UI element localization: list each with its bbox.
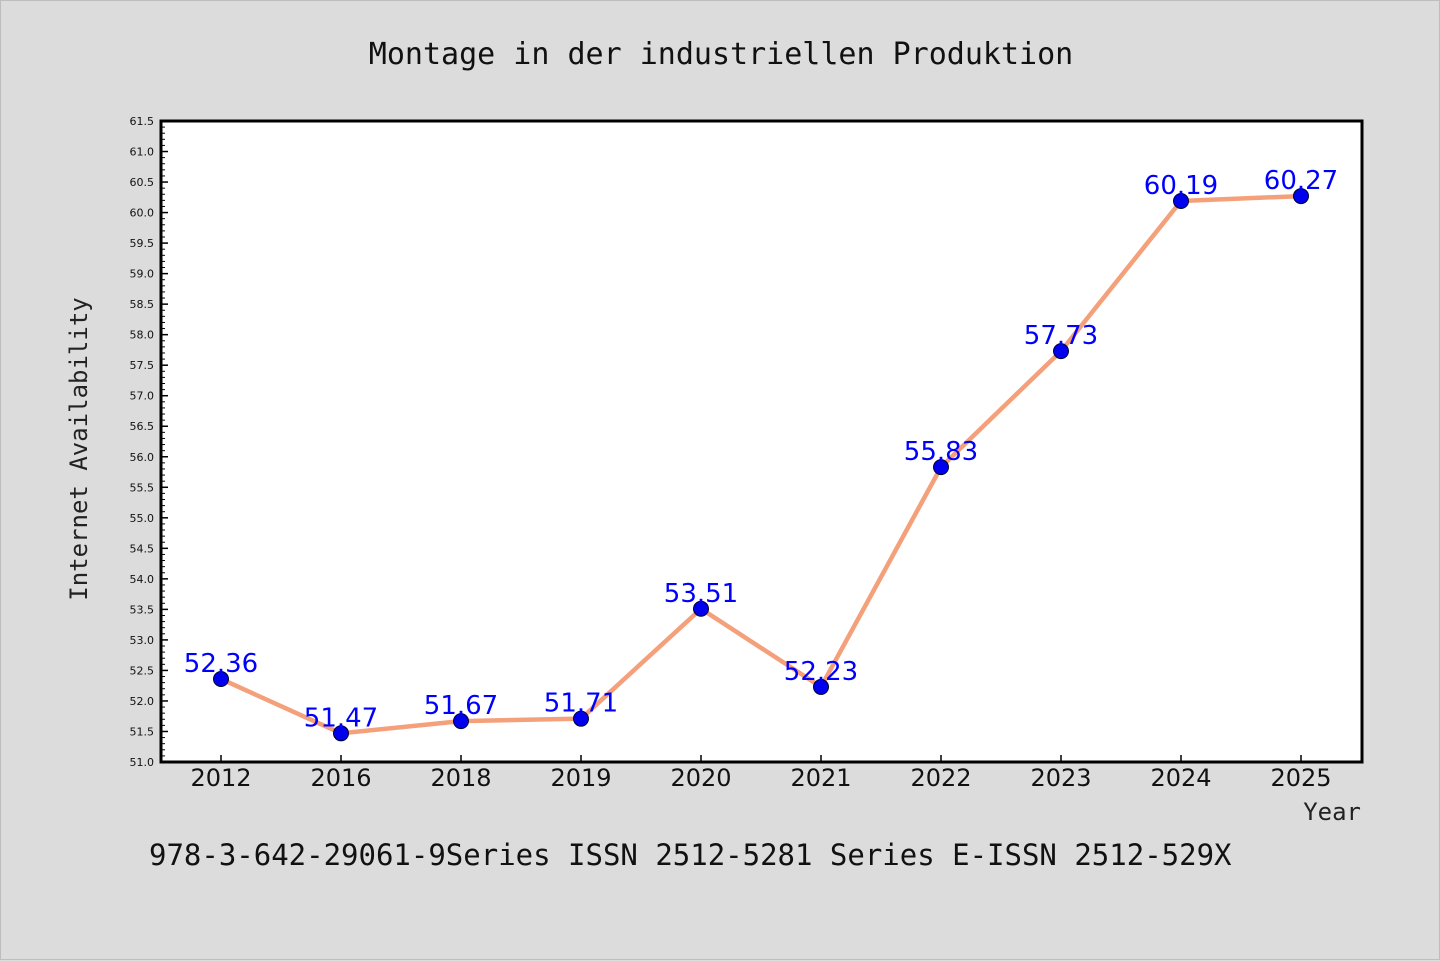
isbn-footer: 978-3-642-29061-9Series ISSN 2512-5281 S… — [149, 838, 1232, 872]
data-point-marker — [573, 710, 589, 727]
x-tick-label: 2012 — [190, 764, 251, 792]
y-tick-label: 53.0 — [130, 634, 155, 647]
y-tick-label: 61.5 — [130, 115, 155, 128]
y-tick-label: 51.0 — [130, 756, 155, 769]
x-axis-label: Year — [1303, 798, 1361, 826]
data-label: 55.83 — [904, 437, 978, 467]
x-tick-label: 2020 — [670, 764, 731, 792]
y-tick-label: 57.0 — [130, 390, 155, 403]
y-tick-label: 55.5 — [130, 481, 155, 494]
y-tick-label: 56.5 — [130, 420, 155, 433]
data-point-marker — [1053, 343, 1069, 360]
x-tick-label: 2025 — [1270, 764, 1331, 792]
data-label: 51.47 — [304, 703, 378, 733]
y-tick-label: 51.5 — [130, 725, 155, 738]
y-tick-label: 54.0 — [130, 573, 155, 586]
y-tick-label: 54.5 — [130, 542, 155, 555]
x-axis: 2012 2016 2018 2019 2020 2021 2022 2023 2024 2025 — [190, 755, 1332, 792]
x-tick-label: 2021 — [790, 764, 851, 792]
data-label: 53.51 — [664, 579, 738, 609]
y-tick-label: 59.0 — [130, 268, 155, 281]
x-tick-label: 2024 — [1150, 764, 1211, 792]
y-axis: 51.0 51.5 52.0 52.5 53.0 53.5 54.0 54.5 55.0 55.5… — [130, 115, 168, 769]
y-tick-label: 60.0 — [130, 207, 155, 220]
y-tick-label: 59.5 — [130, 237, 155, 250]
y-tick-label: 52.5 — [130, 664, 155, 677]
x-tick-label: 2023 — [1030, 764, 1091, 792]
data-point-marker — [1293, 188, 1309, 205]
y-tick-label: 58.0 — [130, 329, 155, 342]
chart-title: Montage in der industriellen Produktion — [369, 37, 1073, 72]
data-label: 60.27 — [1264, 166, 1338, 196]
data-point-marker — [813, 678, 829, 695]
y-tick-label: 60.5 — [130, 176, 155, 189]
data-point-marker — [933, 459, 949, 476]
y-tick-label: 52.0 — [130, 695, 155, 708]
y-tick-label: 53.5 — [130, 603, 155, 616]
y-tick-label: 61.0 — [130, 146, 155, 159]
y-tick-label: 56.0 — [130, 451, 155, 464]
data-label: 51.67 — [424, 691, 498, 721]
y-tick-label: 55.0 — [130, 512, 155, 525]
x-tick-label: 2019 — [550, 764, 611, 792]
data-point-marker — [1173, 192, 1189, 209]
data-label: 52.36 — [184, 649, 258, 679]
data-label: 52.23 — [784, 657, 858, 687]
data-label: 51.71 — [544, 689, 618, 719]
data-point-marker — [333, 725, 349, 742]
data-point-marker — [453, 713, 469, 730]
series-line — [220, 193, 1302, 736]
x-tick-label: 2016 — [310, 764, 371, 792]
data-point-marker — [213, 670, 229, 687]
x-tick-label: 2018 — [430, 764, 491, 792]
y-tick-label: 57.5 — [130, 359, 155, 372]
plot-area — [159, 119, 1364, 764]
y-tick-label: 58.5 — [130, 298, 155, 311]
x-tick-label: 2022 — [910, 764, 971, 792]
series-group: 52.36 51.47 51.67 51.71 53.51 52.23 55.83 57.73… — [184, 166, 1338, 742]
data-point-marker — [693, 600, 709, 617]
data-label: 57.73 — [1024, 321, 1098, 351]
y-axis-label: Internet Availability — [65, 297, 93, 600]
data-label: 60.19 — [1144, 171, 1218, 201]
